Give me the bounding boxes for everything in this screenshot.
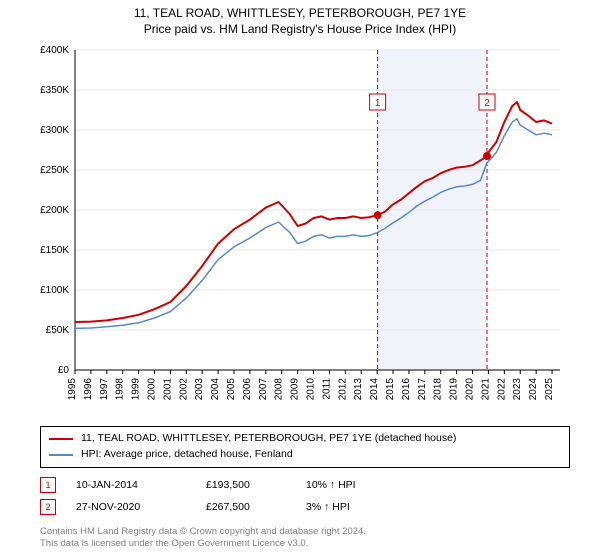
svg-text:2021: 2021: [480, 378, 491, 401]
footer-attribution: Contains HM Land Registry data © Crown c…: [40, 526, 570, 551]
legend-row: HPI: Average price, detached house, Fenl…: [49, 447, 561, 463]
svg-text:£200K: £200K: [40, 205, 69, 216]
svg-text:2007: 2007: [258, 378, 269, 401]
marker-box-icon: 2: [40, 499, 56, 515]
svg-text:2020: 2020: [465, 378, 476, 401]
svg-text:£0: £0: [58, 365, 70, 376]
svg-text:2022: 2022: [496, 378, 507, 401]
svg-text:2010: 2010: [306, 378, 317, 401]
svg-text:1: 1: [375, 98, 381, 109]
svg-text:£250K: £250K: [40, 165, 69, 176]
svg-text:2008: 2008: [274, 378, 285, 401]
marker-box-icon: 1: [40, 477, 56, 493]
svg-text:1999: 1999: [131, 378, 142, 401]
legend-box: 11, TEAL ROAD, WHITTLESEY, PETERBOROUGH,…: [40, 426, 570, 468]
svg-text:2006: 2006: [242, 378, 253, 401]
svg-text:2005: 2005: [226, 378, 237, 401]
svg-text:2003: 2003: [194, 378, 205, 401]
svg-text:2002: 2002: [178, 378, 189, 401]
legend-swatch: [49, 454, 73, 456]
table-row: 2 27-NOV-2020 £267,500 3% ↑ HPI: [40, 496, 570, 518]
legend-label: HPI: Average price, detached house, Fenl…: [81, 447, 293, 463]
svg-text:2023: 2023: [512, 378, 523, 401]
svg-text:2019: 2019: [449, 378, 460, 401]
table-row: 1 10-JAN-2014 £193,500 10% ↑ HPI: [40, 474, 570, 496]
svg-text:1995: 1995: [67, 378, 78, 401]
chart-title: 11, TEAL ROAD, WHITTLESEY, PETERBOROUGH,…: [0, 0, 600, 20]
txn-vs-hpi: 3% ↑ HPI: [306, 501, 436, 513]
legend-row: 11, TEAL ROAD, WHITTLESEY, PETERBOROUGH,…: [49, 431, 561, 447]
svg-text:2016: 2016: [401, 378, 412, 401]
svg-text:£400K: £400K: [40, 45, 69, 56]
chart-subtitle: Price paid vs. HM Land Registry's House …: [0, 20, 600, 40]
legend-swatch: [49, 438, 73, 440]
svg-text:£50K: £50K: [46, 325, 70, 336]
svg-text:1998: 1998: [115, 378, 126, 401]
svg-text:£100K: £100K: [40, 285, 69, 296]
svg-text:£300K: £300K: [40, 125, 69, 136]
txn-price: £267,500: [206, 501, 306, 513]
svg-text:2004: 2004: [210, 378, 221, 401]
svg-text:£150K: £150K: [40, 245, 69, 256]
footer-line: Contains HM Land Registry data © Crown c…: [40, 526, 570, 538]
svg-text:2001: 2001: [162, 378, 173, 401]
svg-text:2011: 2011: [321, 378, 332, 400]
svg-text:2009: 2009: [290, 378, 301, 401]
svg-text:2024: 2024: [528, 378, 539, 401]
chart-area: £0 £50K £100K £150K £200K £250K £300K £350K £400…: [20, 40, 580, 420]
svg-text:£350K: £350K: [40, 85, 69, 96]
transaction-table: 1 10-JAN-2014 £193,500 10% ↑ HPI 2 27-NO…: [40, 474, 570, 518]
svg-text:2000: 2000: [147, 378, 158, 401]
svg-text:1996: 1996: [83, 378, 94, 401]
txn-date: 27-NOV-2020: [76, 501, 206, 513]
txn-date: 10-JAN-2014: [76, 479, 206, 491]
svg-text:2025: 2025: [544, 378, 555, 401]
svg-text:2015: 2015: [385, 378, 396, 401]
line-chart-svg: £0 £50K £100K £150K £200K £250K £300K £350K £400…: [20, 40, 580, 420]
svg-text:1997: 1997: [99, 378, 110, 401]
svg-text:2018: 2018: [433, 378, 444, 401]
svg-text:2017: 2017: [417, 378, 428, 401]
svg-text:2: 2: [484, 98, 490, 109]
txn-price: £193,500: [206, 479, 306, 491]
svg-text:2014: 2014: [369, 378, 380, 401]
svg-text:2013: 2013: [353, 378, 364, 401]
legend-label: 11, TEAL ROAD, WHITTLESEY, PETERBOROUGH,…: [81, 431, 456, 447]
txn-vs-hpi: 10% ↑ HPI: [306, 479, 436, 491]
footer-line: This data is licensed under the Open Gov…: [40, 538, 570, 550]
svg-text:2012: 2012: [337, 378, 348, 401]
